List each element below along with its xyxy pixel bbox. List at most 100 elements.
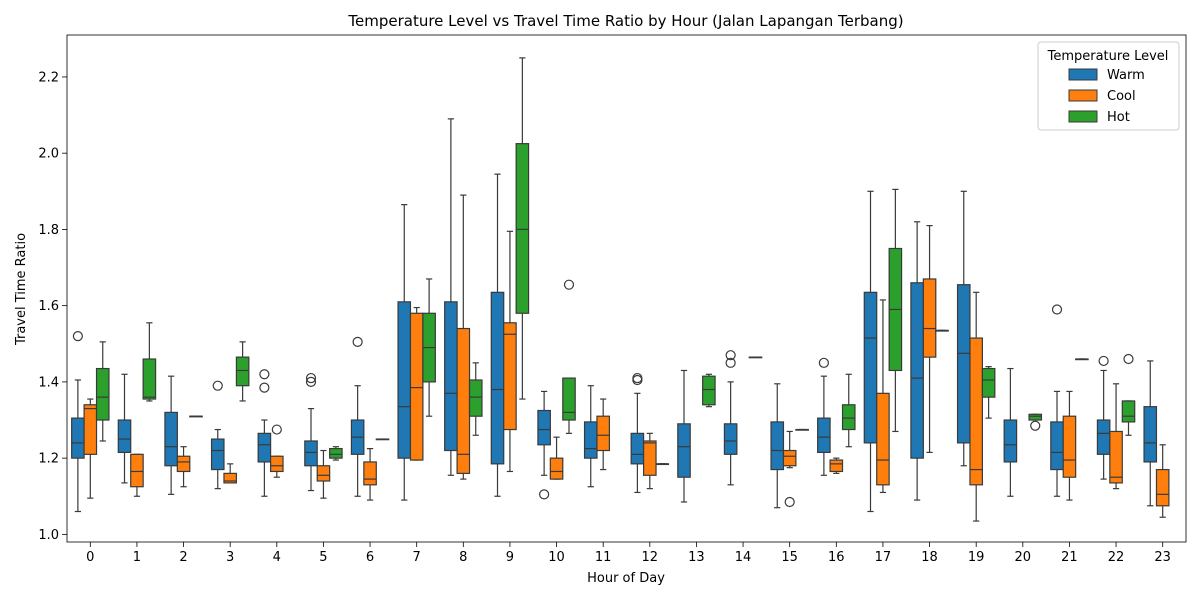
box-body <box>95 367 110 421</box>
box-cool-hour-16 <box>829 457 844 474</box>
x-tick-label: 21 <box>1061 550 1078 565</box>
plot-area <box>66 34 1187 543</box>
legend: Temperature Level Warm Cool Hot <box>1037 41 1180 131</box>
box-body <box>1050 421 1064 471</box>
box-body <box>176 455 191 473</box>
x-tick-label: 15 <box>781 550 798 565</box>
box-cool-hour-10 <box>549 436 564 480</box>
box-hot-hour-5 <box>329 446 343 461</box>
box-body <box>596 415 611 452</box>
outlier-point <box>305 376 317 387</box>
x-axis: 0 1 2 3 4 5 6 7 8 9 10 11 12 13 14 15 16 17 18 19 20 21 22 23 <box>86 542 1171 565</box>
box-body <box>363 461 377 486</box>
box-warm-hour-6 <box>350 336 365 497</box>
x-tick-label: 6 <box>366 550 374 565</box>
box-warm-hour-20 <box>1003 367 1018 497</box>
x-tick-label: 20 <box>1015 550 1032 565</box>
box-cool-hour-3 <box>223 463 238 484</box>
legend-label-hot: Hot <box>1107 110 1130 125</box>
y-axis: 1.0 1.2 1.4 1.6 1.8 2.0 2.2 <box>38 70 67 543</box>
box-warm-hour-12 <box>630 372 645 494</box>
box-body <box>117 419 132 454</box>
outlier-point <box>1030 420 1041 431</box>
box-body <box>537 409 551 446</box>
box-hot-hour-20 <box>1028 413 1043 431</box>
box-warm-hour-18 <box>910 221 924 501</box>
x-tick-label: 9 <box>506 550 514 565</box>
series-hot <box>95 57 1136 466</box>
box-warm-hour-3 <box>210 380 225 490</box>
y-tick-label: 1.2 <box>38 452 59 467</box>
box-body <box>490 291 505 465</box>
x-tick-label: 0 <box>86 550 94 565</box>
y-tick-label: 1.4 <box>38 375 59 390</box>
box-body <box>397 301 412 459</box>
box-warm-hour-4 <box>257 369 272 497</box>
outlier-point <box>72 331 83 342</box>
outlier-point <box>212 380 223 391</box>
x-tick-label: 5 <box>319 550 327 565</box>
x-tick-label: 14 <box>735 550 752 565</box>
box-cool-hour-12 <box>642 432 657 490</box>
x-tick-label: 22 <box>1108 550 1125 565</box>
x-tick-label: 7 <box>413 550 421 565</box>
box-cool-hour-19 <box>969 291 984 522</box>
box-body <box>142 358 157 400</box>
y-tick-label: 1.8 <box>38 223 59 238</box>
box-warm-hour-7 <box>397 204 412 501</box>
box-hot-hour-18 <box>935 329 949 332</box>
box-cool-hour-17 <box>876 299 890 494</box>
box-body <box>1003 419 1018 463</box>
legend-swatch-hot <box>1068 110 1098 123</box>
x-tick-label: 13 <box>688 550 705 565</box>
box-warm-hour-11 <box>583 385 598 488</box>
box-warm-hour-10 <box>537 390 551 500</box>
outlier-point <box>259 382 270 393</box>
outlier-point <box>1051 304 1063 315</box>
x-tick-label: 18 <box>921 550 938 565</box>
legend-swatch-cool <box>1068 89 1098 102</box>
box-body <box>1155 468 1170 507</box>
box-body <box>549 457 564 480</box>
box-body <box>444 301 458 452</box>
box-cool-hour-5 <box>316 449 331 499</box>
box-hot-hour-15 <box>795 428 809 431</box>
box-body <box>409 312 424 461</box>
box-warm-hour-17 <box>863 190 878 513</box>
box-warm-hour-8 <box>444 118 458 476</box>
outlier-point <box>1098 355 1109 367</box>
box-cool-hour-22 <box>1109 383 1123 490</box>
outlier-point <box>305 372 317 384</box>
box-body <box>876 392 890 486</box>
box-body <box>503 322 517 431</box>
outlier-point <box>725 350 736 361</box>
series-warm <box>71 118 1158 513</box>
box-body <box>969 337 984 486</box>
box-body <box>71 417 85 459</box>
chart-title: Temperature Level vs Travel Time Ratio b… <box>347 12 903 30</box>
x-tick-label: 19 <box>968 550 985 565</box>
x-tick-label: 17 <box>875 550 892 565</box>
box-cool-hour-1 <box>130 453 144 497</box>
outlier-point <box>1123 353 1134 365</box>
box-body <box>562 377 576 421</box>
box-hot-hour-9 <box>515 57 530 400</box>
box-body <box>841 404 856 431</box>
box-hot-hour-3 <box>235 341 250 402</box>
box-body <box>1028 413 1043 421</box>
box-warm-hour-2 <box>164 375 178 495</box>
box-body <box>677 423 691 478</box>
box-cool-hour-11 <box>596 398 611 471</box>
box-warm-hour-22 <box>1096 355 1111 480</box>
box-body <box>702 375 716 406</box>
box-body <box>269 455 284 473</box>
y-axis-label: Travel Time Ratio <box>14 233 29 346</box>
box-cool-hour-15 <box>782 430 797 508</box>
legend-swatch-warm <box>1068 68 1098 81</box>
box-hot-hour-2 <box>189 415 203 418</box>
box-body <box>1121 400 1136 423</box>
box-body <box>1096 419 1111 455</box>
box-cool-hour-9 <box>503 230 517 473</box>
box-hot-hour-1 <box>142 322 157 402</box>
box-hot-hour-8 <box>468 362 483 436</box>
